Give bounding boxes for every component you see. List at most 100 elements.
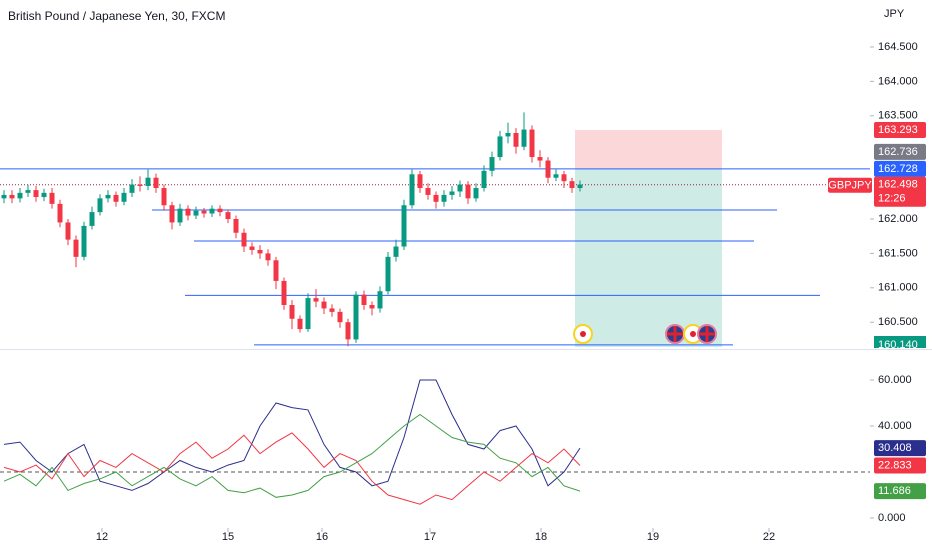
candle-body — [513, 132, 519, 147]
indicator-tick-label: 0.000 — [878, 512, 906, 524]
event-icon — [690, 331, 696, 337]
candle-body — [457, 184, 463, 192]
candle-body — [305, 298, 311, 330]
y-tick-label: 163.500 — [878, 110, 918, 122]
target-price-label: 160.140 — [878, 339, 918, 351]
indicator-line — [3, 413, 581, 498]
candle-body — [1, 194, 7, 199]
event-icon — [580, 331, 586, 337]
candle-body — [465, 184, 471, 199]
candle-body — [313, 298, 319, 302]
candle-body — [241, 232, 247, 247]
x-tick-label: 19 — [647, 531, 659, 543]
candle-body — [409, 174, 415, 206]
candle-body — [321, 301, 327, 309]
indicator-value-label: 22.833 — [878, 459, 912, 471]
indicator-value-box — [874, 457, 926, 474]
candle-body — [297, 318, 303, 330]
candle-body — [441, 194, 447, 202]
candle-body — [473, 188, 479, 199]
candle-body — [521, 129, 527, 147]
candle-body — [249, 246, 255, 250]
candle-body — [361, 294, 367, 305]
candle-body — [41, 192, 47, 197]
last-price-box — [874, 176, 926, 207]
candle-body — [265, 253, 271, 261]
candle-body — [281, 280, 287, 305]
stop-price-label: 163.293 — [878, 124, 918, 136]
event-icon — [667, 326, 683, 342]
candle-body — [129, 184, 135, 193]
candle-body — [433, 194, 439, 202]
indicator-line — [3, 432, 581, 505]
candle-body — [185, 208, 191, 216]
candle-body — [193, 210, 199, 216]
indicator-pane — [0, 379, 870, 505]
indicator-tick-label: 40.000 — [878, 420, 912, 432]
candle-body — [289, 304, 295, 319]
candle-body — [497, 136, 503, 158]
entry-price-label: 162.728 — [878, 163, 918, 175]
candle-body — [425, 188, 431, 195]
candle-body — [81, 225, 87, 257]
chart-title: British Pound / Japanese Yen, 30, FXCM — [8, 9, 225, 23]
symbol-box — [828, 177, 872, 193]
event-icon — [699, 326, 715, 342]
mark-price-label: 162.736 — [878, 146, 918, 158]
candle-body — [105, 194, 111, 199]
symbol-label: GBPJPY — [828, 180, 872, 192]
candle-body — [33, 190, 39, 197]
candle-body — [17, 192, 23, 199]
stop-zone — [575, 130, 722, 169]
candle-body — [137, 184, 143, 186]
y-tick-label: 164.000 — [878, 75, 918, 87]
event-icons — [573, 324, 717, 344]
candle-body — [153, 177, 159, 189]
candle-body — [49, 192, 55, 204]
candle-body — [97, 198, 103, 213]
candle-body — [57, 203, 63, 223]
candle-body — [353, 294, 359, 340]
target-zone — [575, 168, 722, 347]
candle-body — [89, 212, 95, 226]
x-tick-label: 16 — [316, 531, 328, 543]
candle-body — [489, 157, 495, 171]
x-tick-label: 17 — [424, 531, 436, 543]
candle-body — [345, 322, 351, 340]
candle-body — [369, 304, 375, 309]
y-tick-label: 164.500 — [878, 41, 918, 53]
candle-body — [273, 260, 279, 281]
candle-body — [73, 239, 79, 257]
countdown-label: 12:26 — [878, 193, 906, 205]
x-tick-label: 12 — [96, 531, 108, 543]
y-tick-label: 161.000 — [878, 282, 918, 294]
candle-body — [561, 174, 567, 182]
stop-price-label-box — [874, 122, 926, 139]
indicator-value-box — [874, 483, 926, 500]
candle-body — [209, 208, 215, 214]
indicator-value-box — [874, 440, 926, 457]
candle-body — [377, 291, 383, 309]
candle-body — [225, 212, 231, 219]
candle-body — [257, 249, 263, 254]
candle-body — [337, 311, 343, 323]
candle-body — [177, 208, 183, 223]
x-tick-label: 18 — [535, 531, 547, 543]
target-price-label-box — [874, 336, 926, 348]
candle-body — [217, 208, 223, 213]
candle-body — [169, 205, 175, 223]
candle-body — [401, 205, 407, 247]
y-tick-label: 162.000 — [878, 213, 918, 225]
candle-body — [145, 177, 151, 186]
candle-body — [233, 218, 239, 233]
indicator-tick-label: 60.000 — [878, 374, 912, 386]
candle-body — [121, 192, 127, 202]
x-tick-label: 15 — [222, 531, 234, 543]
candle-body — [385, 256, 391, 292]
candle-body — [569, 181, 575, 189]
candle-body — [553, 174, 559, 178]
candle-body — [505, 132, 511, 137]
candle-body — [329, 308, 335, 312]
candle-body — [25, 190, 31, 193]
